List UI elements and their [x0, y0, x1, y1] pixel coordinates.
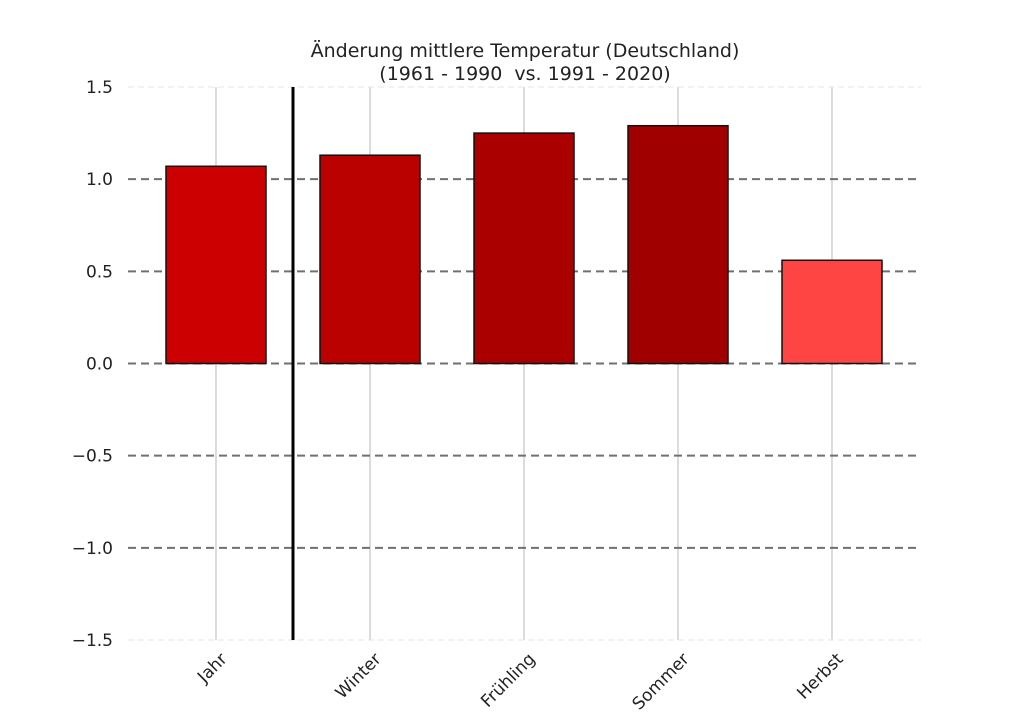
y-tick-label: 0.0	[86, 355, 113, 375]
x-tick-label: Jahr	[193, 649, 231, 687]
x-tick-label: Winter	[332, 649, 386, 703]
chart-subtitle: (1961 - 1990 vs. 1991 - 2020)	[379, 63, 670, 85]
bar-winter	[319, 154, 421, 365]
x-tick-label: Herbst	[793, 649, 847, 703]
x-tick-label: Sommer	[629, 649, 694, 714]
bar-sommer	[627, 124, 729, 365]
x-tick-label: Frühling	[477, 649, 539, 711]
bar-frühling	[473, 132, 575, 365]
y-tick-label: −0.5	[72, 447, 113, 467]
chart-title: Änderung mittlere Temperatur (Deutschlan…	[311, 39, 740, 62]
y-tick-label: 1.0	[86, 170, 113, 190]
y-tick-label: −1.0	[72, 539, 113, 559]
y-tick-label: 0.5	[86, 262, 113, 282]
y-tick-label: 1.5	[86, 78, 113, 98]
bar-jahr	[165, 165, 267, 365]
y-tick-label: −1.5	[72, 631, 113, 651]
bar-herbst	[781, 259, 883, 365]
